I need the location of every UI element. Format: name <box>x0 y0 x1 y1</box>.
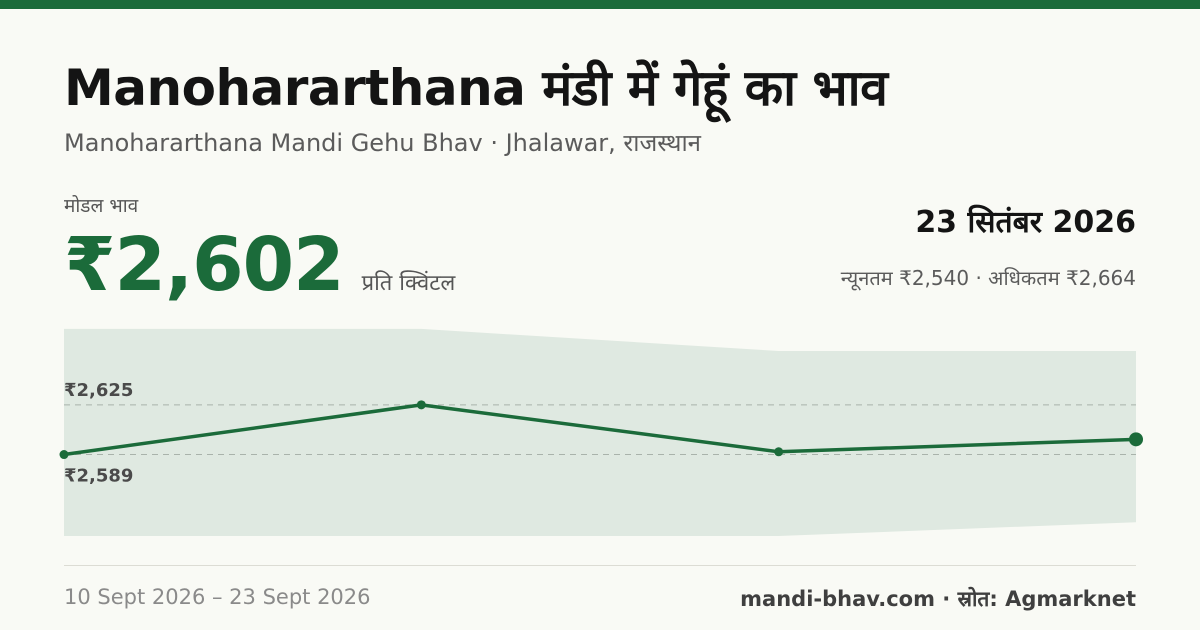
min-max-prices: न्यूनतम ₹2,540 · अधिकतम ₹2,664 <box>841 264 1136 291</box>
source-credit: mandi-bhav.com · स्रोत: Agmarknet <box>740 587 1136 611</box>
page-title: Manohararthana मंडी में गेहूं का भाव <box>64 59 888 117</box>
price-unit: प्रति क्विंटल <box>361 271 456 296</box>
page-subtitle: Manohararthana Mandi Gehu Bhav · Jhalawa… <box>64 129 701 157</box>
min-max-band <box>64 328 1136 536</box>
max-price: अधिकतम ₹2,664 <box>988 266 1136 290</box>
date-range: 10 Sept 2026 – 23 Sept 2026 <box>64 585 371 609</box>
modal-price-label: मोडल भाव <box>64 195 139 217</box>
min-price: न्यूनतम ₹2,540 <box>840 266 970 290</box>
price-row: ₹2,602 प्रति क्विंटल <box>64 222 455 308</box>
modal-price-value: ₹2,602 <box>64 222 345 308</box>
data-point-3 <box>1129 432 1143 447</box>
reference-label-0: ₹2,625 <box>64 380 133 401</box>
min-max-separator: · <box>969 266 989 290</box>
top-accent-bar <box>0 0 1200 9</box>
footer-divider <box>64 565 1136 566</box>
reference-label-1: ₹2,589 <box>64 466 133 487</box>
data-point-1 <box>416 400 426 410</box>
price-date: 23 सितंबर 2026 <box>915 205 1136 240</box>
data-point-2 <box>774 447 784 457</box>
price-line <box>63 403 1137 457</box>
data-point-0 <box>59 450 69 460</box>
